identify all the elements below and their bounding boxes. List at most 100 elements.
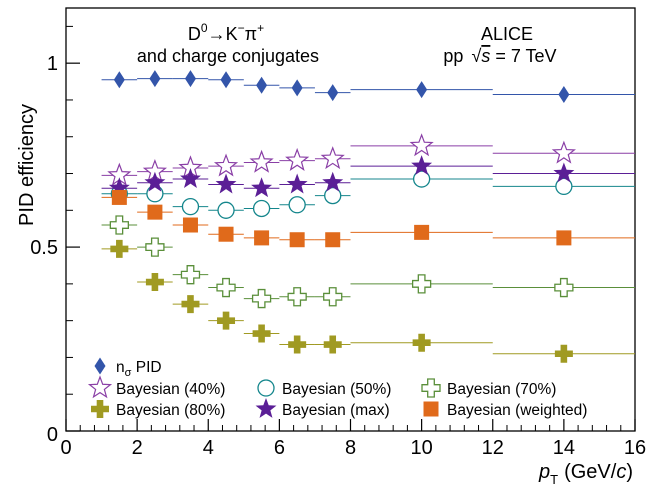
data-point (288, 196, 306, 214)
x-tick-label: 12 (482, 437, 504, 459)
legend-marker (255, 398, 277, 418)
decay-pi-sup: + (257, 21, 264, 35)
data-point (108, 177, 130, 198)
data-point (147, 204, 163, 220)
data-point (412, 333, 431, 352)
x-tick-label: 8 (345, 437, 356, 459)
data-point (217, 311, 236, 330)
legend-entry-nsigma: nσ PID (94, 357, 162, 379)
data-point (287, 287, 307, 307)
legend-label: Bayesian (70%) (447, 381, 556, 398)
data-point (145, 237, 165, 257)
axis-ticks: 0 2 4 6 8 10 12 14 160.510 (30, 25, 646, 459)
legend-marker (94, 357, 106, 375)
decay-d-sup: 0 (201, 21, 208, 35)
data-point (110, 239, 129, 258)
data-point (555, 177, 573, 196)
data-point (213, 153, 239, 177)
data-point (323, 335, 342, 354)
x-axis-title-unit-c: c (616, 461, 626, 483)
data-point (291, 79, 303, 97)
data-point (149, 70, 161, 88)
legend-entry-bay80: Bayesian (80%) (91, 400, 225, 419)
data-point (182, 217, 198, 233)
data-point (184, 70, 196, 88)
data-point (554, 344, 573, 363)
decay-channel-label: D0→K−π+ (188, 21, 264, 44)
series-bay50 (101, 170, 635, 219)
data-point (252, 324, 271, 343)
x-tick-label: 10 (411, 437, 433, 459)
data-point (111, 189, 127, 205)
series-bayw (101, 189, 635, 248)
y-tick-label: 1 (47, 53, 58, 75)
x-tick-label: 4 (203, 437, 214, 459)
data-point (144, 171, 166, 192)
collision-pp: pp (443, 46, 463, 66)
data-point (215, 173, 237, 194)
data-point (181, 197, 200, 216)
legend-label-pid: PID (131, 359, 161, 376)
data-point (323, 287, 343, 307)
data-point (251, 288, 272, 309)
series-bay40 (101, 133, 635, 186)
x-tick-label: 16 (624, 437, 646, 459)
series-bay70 (101, 215, 635, 309)
data-point (412, 170, 431, 188)
data-point (285, 147, 310, 171)
collision-label: pp √s = 7 TeV (443, 46, 556, 66)
data-point (327, 84, 339, 102)
series-baymax (101, 155, 635, 198)
data-point (113, 71, 125, 89)
data-point (320, 146, 345, 170)
decay-d: D (188, 24, 201, 44)
legend-marker (91, 400, 109, 418)
decay-pi: π (245, 24, 257, 44)
x-axis-title-p: p (538, 461, 550, 483)
data-point (409, 133, 434, 157)
x-axis-title-unit-pre: (GeV/ (564, 461, 617, 483)
data-point (254, 230, 270, 246)
experiment-label: ALICE (481, 24, 533, 44)
data-point (322, 171, 344, 192)
legend-label: Bayesian (40%) (116, 381, 225, 398)
y-axis-title: PID efficiency (16, 104, 38, 226)
legend-label: Bayesian (weighted) (447, 402, 587, 419)
x-tick-label: 14 (553, 437, 575, 459)
decay-arrow-k: →K (208, 24, 238, 44)
legend-marker (423, 401, 439, 417)
y-tick-label: 0.5 (30, 237, 58, 259)
data-point (180, 168, 201, 188)
data-point (256, 76, 268, 94)
legend-label: Bayesian (50%) (282, 381, 391, 398)
data-point (325, 232, 341, 248)
series-nsigma (101, 70, 635, 103)
data-point (551, 140, 576, 164)
collision-s: s (481, 46, 490, 66)
legend-marker (421, 378, 441, 398)
data-point (554, 277, 574, 298)
decay-k-sup: − (238, 21, 245, 35)
data-point (220, 71, 232, 89)
data-point (416, 81, 428, 99)
data-point (324, 186, 342, 205)
legend-label-sigma: σ (125, 367, 132, 379)
legend-marker (87, 375, 113, 399)
data-point (289, 232, 305, 248)
series-bay80 (101, 239, 635, 363)
legend: nσ PID Bayesian (40%) Bayesian (50%) Bayesi… (87, 357, 587, 419)
x-axis-title: pT (GeV/c) (538, 461, 633, 487)
collision-sqrt: √ (471, 46, 481, 66)
legend-entry-baymax: Bayesian (max) (255, 398, 390, 419)
data-point (181, 295, 200, 314)
data-series (101, 70, 635, 363)
collision-energy: = 7 TeV (490, 46, 556, 66)
legend-entry-bay70: Bayesian (70%) (421, 378, 556, 398)
data-point (217, 201, 235, 219)
x-axis-title-sub: T (550, 472, 558, 487)
data-point (288, 335, 307, 354)
x-tick-label: 6 (274, 437, 285, 459)
data-point (218, 226, 234, 242)
x-axis-title-unit-post: ) (626, 461, 633, 483)
